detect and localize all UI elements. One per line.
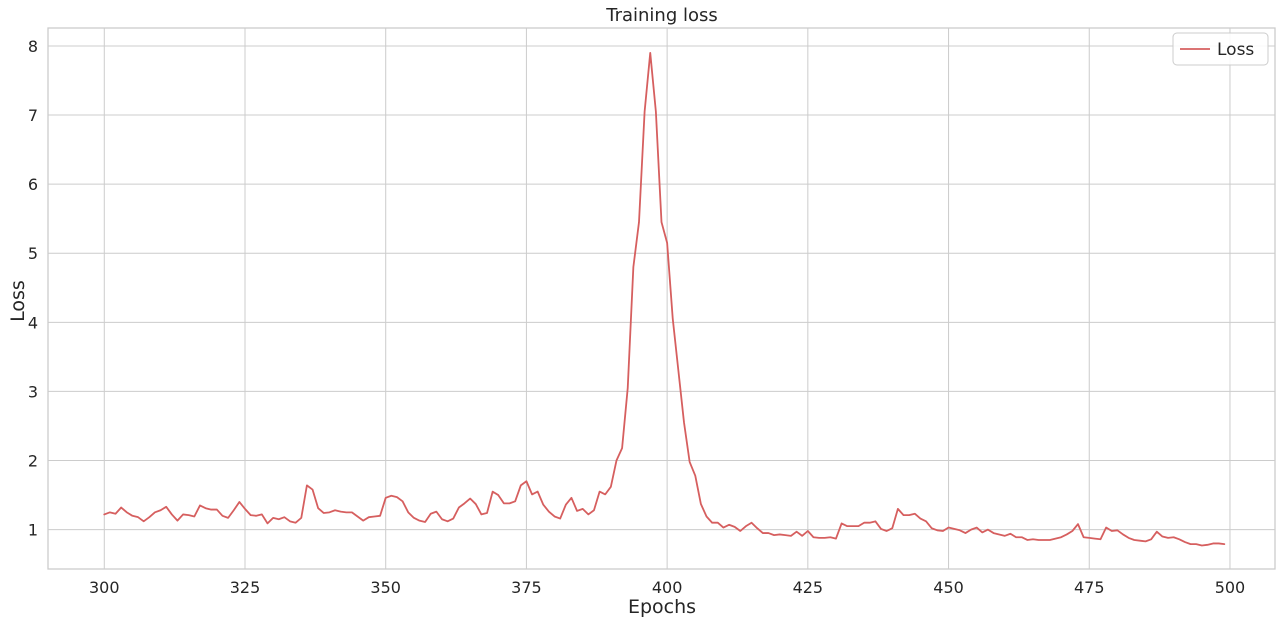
y-tick-label-2: 2 (28, 452, 38, 471)
legend-label-loss: Loss (1217, 40, 1254, 60)
y-tick-label-3: 3 (28, 382, 38, 401)
y-tick-label-7: 7 (28, 106, 38, 125)
tick-labels: 300 325 350 375 400 425 450 475 500 1 2 3 4 5 6 7 8 (28, 37, 1245, 597)
x-tick-label-425: 425 (793, 578, 824, 597)
legend: Loss (1172, 32, 1269, 66)
series-line-loss (103, 51, 1226, 547)
x-tick-label-325: 325 (230, 578, 261, 597)
y-tick-label-5: 5 (28, 244, 38, 263)
y-tick-label-6: 6 (28, 175, 38, 194)
legend-box (1172, 32, 1269, 66)
x-tick-label-375: 375 (511, 578, 542, 597)
x-tick-label-450: 450 (933, 578, 964, 597)
x-tick-label-350: 350 (370, 578, 401, 597)
y-tick-label-1: 1 (28, 521, 38, 540)
y-tick-label-8: 8 (28, 37, 38, 56)
x-tick-label-500: 500 (1215, 578, 1246, 597)
chart-title: Training loss (605, 5, 718, 26)
x-tick-label-475: 475 (1074, 578, 1105, 597)
y-tick-label-4: 4 (28, 313, 38, 332)
y-axis-title: Loss (7, 280, 29, 322)
x-tick-label-300: 300 (89, 578, 120, 597)
plot-area-frame (47, 27, 1276, 570)
grid (48, 28, 1275, 569)
x-axis-title: Epochs (628, 596, 696, 618)
x-tick-label-400: 400 (652, 578, 683, 597)
series-layer (103, 51, 1226, 547)
